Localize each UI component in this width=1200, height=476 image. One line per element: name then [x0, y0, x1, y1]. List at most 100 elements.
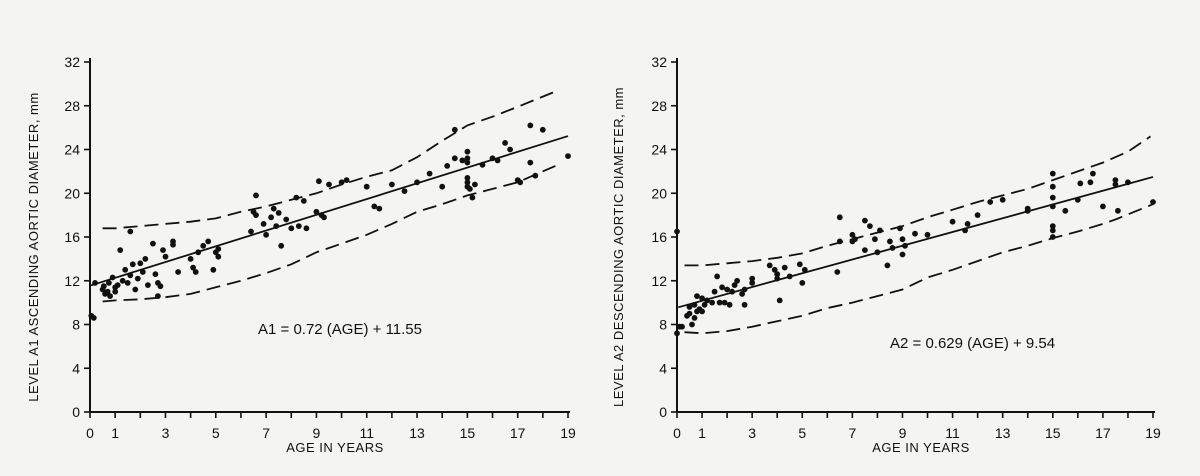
- x-tick-label: 7: [262, 425, 270, 441]
- data-point: [124, 280, 131, 286]
- data-point: [701, 301, 708, 308]
- lower-bound-line: [684, 203, 1154, 335]
- data-point: [686, 304, 693, 310]
- data-point: [210, 266, 217, 273]
- data-point: [836, 238, 843, 245]
- data-point: [215, 253, 222, 260]
- data-point: [527, 122, 534, 129]
- data-point: [127, 272, 134, 279]
- x-tick-label: 15: [460, 425, 476, 441]
- y-axis-label: LEVEL A1 ASCENDING AORTIC DIAMETER, mm: [26, 92, 41, 401]
- data-point: [444, 163, 451, 169]
- y-tick-label: 4: [659, 360, 667, 376]
- x-tick-label: 13: [995, 425, 1011, 441]
- data-point: [1090, 170, 1096, 177]
- data-point: [679, 323, 685, 330]
- y-tick-label: 16: [64, 229, 80, 245]
- data-point: [774, 271, 781, 278]
- data-point: [459, 157, 466, 164]
- data-point: [1125, 179, 1131, 186]
- x-tick-label: 3: [162, 425, 170, 441]
- data-point: [253, 212, 259, 219]
- regression-line: [678, 176, 1154, 309]
- data-point: [275, 210, 282, 216]
- data-point: [749, 275, 756, 282]
- data-point: [834, 269, 841, 275]
- data-point: [836, 214, 843, 221]
- y-tick-label: 32: [64, 54, 80, 70]
- data-point: [160, 247, 166, 254]
- upper-bound-line: [684, 135, 1152, 267]
- data-point: [1024, 205, 1031, 212]
- x-tick-label: 1: [698, 425, 706, 441]
- data-point: [112, 288, 119, 295]
- data-point: [439, 183, 446, 190]
- data-point: [363, 183, 370, 190]
- data-point: [1049, 203, 1056, 210]
- data-point: [796, 261, 803, 268]
- data-point: [711, 288, 718, 295]
- data-point: [389, 181, 395, 188]
- data-point: [724, 286, 730, 293]
- y-tick-label: 12: [651, 273, 667, 289]
- data-point: [464, 148, 471, 155]
- x-tick-label: 1: [111, 425, 119, 441]
- data-point: [1077, 180, 1084, 187]
- data-point: [689, 321, 695, 328]
- data-point: [884, 262, 891, 269]
- data-point: [872, 236, 878, 243]
- data-point: [129, 261, 136, 268]
- regression-equation: A2 = 0.629 (AGE) + 9.54: [890, 335, 1055, 352]
- data-point: [273, 223, 280, 230]
- data-point: [152, 271, 159, 278]
- x-tick-label: 17: [1095, 425, 1111, 441]
- data-point: [889, 245, 896, 251]
- data-point: [343, 177, 350, 184]
- data-point: [749, 280, 756, 286]
- data-point: [721, 299, 728, 306]
- y-tick-label: 16: [651, 229, 667, 245]
- data-point: [694, 293, 700, 299]
- data-point: [691, 301, 698, 308]
- data-point: [371, 203, 378, 210]
- data-point: [1112, 177, 1119, 184]
- data-point: [776, 297, 783, 304]
- data-point: [175, 269, 182, 275]
- data-point: [494, 157, 501, 164]
- data-point: [215, 246, 222, 252]
- data-point: [472, 181, 478, 188]
- y-tick-label: 20: [64, 185, 80, 201]
- y-tick-label: 12: [64, 273, 80, 289]
- data-point: [962, 227, 968, 234]
- data-point: [862, 247, 868, 254]
- y-tick-label: 28: [651, 98, 667, 114]
- data-point: [714, 273, 720, 280]
- data-point: [134, 275, 141, 282]
- data-point: [741, 286, 748, 293]
- data-point: [507, 146, 513, 153]
- data-point: [1074, 196, 1081, 203]
- data-point: [781, 264, 788, 271]
- y-tick-label: 32: [651, 54, 667, 70]
- data-point: [467, 186, 473, 192]
- data-point: [205, 238, 212, 245]
- x-axis-label: AGE IN YEARS: [286, 440, 384, 455]
- data-point: [1049, 234, 1056, 240]
- data-point: [532, 172, 539, 179]
- data-point: [104, 288, 111, 295]
- x-tick-label: 9: [899, 425, 907, 441]
- x-tick-label: 0: [86, 425, 94, 441]
- x-tick-label: 9: [313, 425, 321, 441]
- data-point: [862, 217, 868, 224]
- y-tick-label: 20: [651, 185, 667, 201]
- data-point: [200, 242, 207, 249]
- data-point: [114, 282, 121, 288]
- data-point: [464, 175, 471, 181]
- data-point: [852, 236, 858, 243]
- data-point: [539, 126, 546, 133]
- data-point: [1150, 199, 1156, 205]
- data-point: [142, 256, 149, 262]
